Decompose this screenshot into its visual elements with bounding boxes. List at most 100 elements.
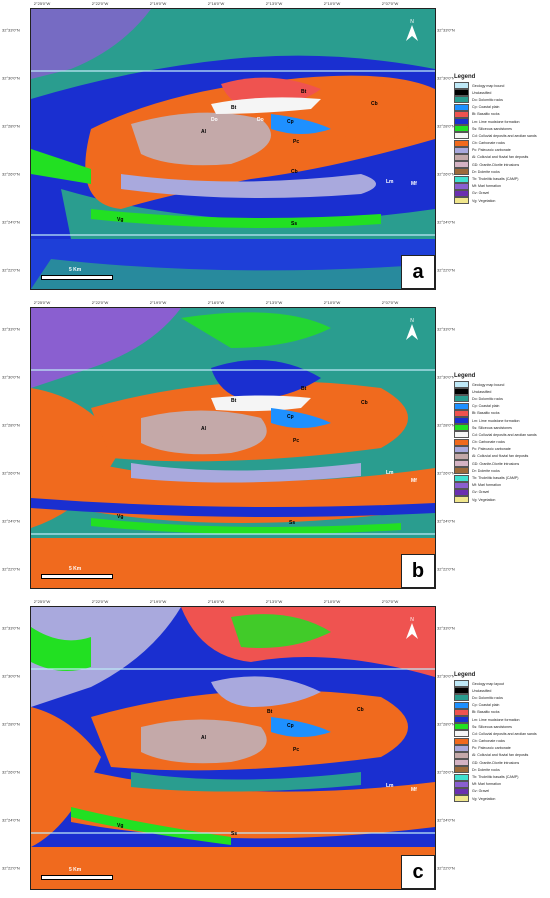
legend-title: Legend: [454, 672, 476, 678]
legend-item: Vg: Vegetation: [454, 795, 546, 803]
legend-label: Dr: Dolerite rocks: [472, 169, 500, 174]
legend-item: Lm: Lime mudstone formation: [454, 417, 546, 425]
left-tick: 32°30'0"N: [2, 374, 20, 380]
legend-item: Cp: Coastal plain: [454, 402, 546, 410]
map-label: Lm: [386, 470, 394, 476]
legend-label: Do: Dolomitic rocks: [472, 695, 503, 700]
scale-bar: [41, 275, 113, 280]
map-label: Al: [201, 735, 206, 741]
right-tick: 32°30'0"N: [437, 75, 455, 81]
legend-item: Do: Dolomitic rocks: [454, 694, 546, 702]
legend-swatch: [454, 146, 469, 154]
legend-label: Mf: Marl formation: [472, 483, 501, 488]
legend-rows: Geology map layout Unclassified Do: Dolomi…: [454, 680, 546, 803]
top-tick: 2°13'0"W: [265, 1, 283, 6]
legend-label: Dr: Dolerite rocks: [472, 767, 500, 772]
map-label: Al: [201, 426, 206, 432]
legend-swatch: [454, 488, 469, 496]
legend-label: Tb: Tholeiitic basalts (CAMP): [472, 177, 519, 182]
left-tick: 32°26'0"N: [2, 769, 20, 775]
legend-item: Unclassified: [454, 89, 546, 97]
right-tick: 32°28'0"N: [437, 123, 455, 129]
legend-label: Pc: Paleozoic carbonate: [472, 746, 511, 751]
legend-swatch: [454, 424, 469, 432]
top-tick: 2°22'0"W: [91, 599, 109, 604]
legend-swatch: [454, 402, 469, 410]
top-tick: 2°16'0"W: [207, 599, 225, 604]
legend-label: Tb: Tholeiitic basalts (CAMP): [472, 775, 519, 780]
legend-item: Mf: Marl formation: [454, 182, 546, 190]
left-tick: 32°33'0"N: [2, 625, 20, 631]
legend-item: Cd: Colluvial deposits and aeolian sands: [454, 431, 546, 439]
top-tick: 2°19'0"W: [149, 300, 167, 305]
legend-item: Tb: Tholeiitic basalts (CAMP): [454, 474, 546, 482]
legend-title: Legend: [454, 74, 476, 80]
map-label: Lm: [386, 783, 394, 789]
legend-label: Pc: Paleozoic carbonate: [472, 148, 511, 153]
legend-item: Geology map bound: [454, 82, 546, 90]
map-label: Ss: [289, 520, 296, 526]
legend-label: Cb: Carbonate rocks: [472, 440, 505, 445]
legend-swatch: [454, 388, 469, 396]
top-tick: 2°07'0"W: [381, 1, 399, 6]
legend-swatch: [454, 694, 469, 702]
legend-label: Cd: Colluvial deposits and aeolian sands: [472, 133, 537, 138]
right-tick: 32°24'0"N: [437, 817, 455, 823]
geology-map-a[interactable]: Al Cb Cb Pc Cp Bt Do Do Lm Ss Vg Bt Mf N…: [30, 8, 436, 290]
left-tick: 32°24'0"N: [2, 219, 20, 225]
legend-label: Lm: Lime mudstone formation: [472, 418, 520, 423]
left-tick: 32°30'0"N: [2, 673, 20, 679]
left-tick: 32°24'0"N: [2, 817, 20, 823]
geology-map-b[interactable]: Al Cb Pc Cp Bt Lm Ss Vg Bt Mf N 5 Km b: [30, 307, 436, 589]
legend-rows: Geology map bound Unclassified Do: Dolomit…: [454, 82, 546, 205]
legend-swatch: [454, 161, 469, 169]
legend-label: GD: Granite-Diorite intrusions: [472, 162, 520, 167]
legend-label: Gv: Gravel: [472, 490, 490, 495]
left-tick: 32°22'0"N: [2, 267, 20, 273]
top-tick: 2°10'0"W: [323, 1, 341, 6]
map-label: Pc: [293, 438, 300, 444]
legend-label: Vg: Vegetation: [472, 796, 496, 801]
legend-item: Gv: Gravel: [454, 189, 546, 197]
legend-item: Mf: Marl formation: [454, 481, 546, 489]
legend-swatch: [454, 118, 469, 126]
top-tick: 2°22'0"W: [91, 300, 109, 305]
legend-label: Cd: Colluvial deposits and aeolian sands: [472, 731, 537, 736]
legend-swatch: [454, 381, 469, 389]
right-tick: 32°26'0"N: [437, 171, 455, 177]
legend-item: Lm: Lime mudstone formation: [454, 716, 546, 724]
north-label: N: [410, 617, 414, 623]
legend-label: Ss: Siliceous sandstones: [472, 724, 512, 729]
legend-swatch: [454, 175, 469, 183]
legend-swatch: [454, 438, 469, 446]
legend-item: Mf: Marl formation: [454, 780, 546, 788]
left-tick: 32°26'0"N: [2, 470, 20, 476]
legend-swatch: [454, 460, 469, 468]
legend-item: Vg: Vegetation: [454, 197, 546, 205]
legend-item: Geology map bound: [454, 381, 546, 389]
legend-label: Vg: Vegetation: [472, 497, 496, 502]
legend-swatch: [454, 737, 469, 745]
legend-swatch: [454, 445, 469, 453]
legend-swatch: [454, 701, 469, 709]
top-tick: 2°16'0"W: [207, 1, 225, 6]
legend-item: Geology map layout: [454, 680, 546, 688]
map-label: Lm: [386, 179, 394, 185]
right-tick: 32°30'0"N: [437, 673, 455, 679]
geology-map-c[interactable]: Al Cb Pc Cp Bt Lm Ss Vg Mf N 5 Km c: [30, 606, 436, 890]
panel-label-c: c: [401, 855, 435, 889]
legend-item: Al: Colluvial and fluvial fan deposits: [454, 153, 546, 161]
scale-label: 5 Km: [69, 867, 82, 873]
map-label: Bt: [267, 709, 273, 715]
legend-swatch: [454, 153, 469, 161]
map-label: Ss: [291, 221, 298, 227]
top-tick: 2°13'0"W: [265, 300, 283, 305]
legend-label: Cp: Coastal plain: [472, 404, 500, 409]
legend-swatch: [454, 409, 469, 417]
legend-rows: Geology map bound Unclassified Do: Dolomit…: [454, 381, 546, 504]
map-label: Do: [211, 117, 218, 123]
legend-item: GD: Granite-Diorite intrusions: [454, 759, 546, 767]
map-label: Cp: [287, 414, 294, 420]
legend-label: Geology map bound: [472, 382, 505, 387]
legend-label: GD: Granite-Diorite intrusions: [472, 760, 520, 765]
